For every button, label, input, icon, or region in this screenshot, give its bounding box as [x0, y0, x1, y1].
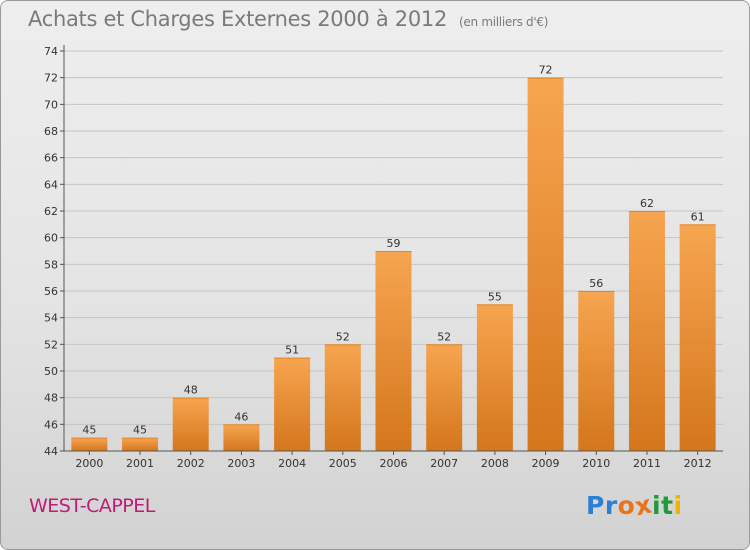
y-tick-label: 50	[44, 365, 58, 378]
chart-title: Achats et Charges Externes 2000 à 2012 (e…	[28, 7, 548, 31]
y-tick-label: 60	[44, 232, 58, 245]
y-tick-label: 46	[44, 418, 58, 431]
y-tick-label: 72	[44, 72, 58, 85]
value-label-2004: 51	[285, 344, 299, 357]
value-label-2001: 45	[133, 424, 147, 437]
value-label-2006: 59	[387, 237, 401, 250]
logo-letter: t	[661, 491, 674, 520]
value-label-2012: 61	[691, 210, 705, 223]
bar-2001	[122, 437, 159, 451]
x-tick-label-2006: 2006	[380, 457, 408, 470]
logo-letter: i	[652, 491, 662, 520]
x-tick-label-2000: 2000	[75, 457, 103, 470]
x-tick-label-2003: 2003	[227, 457, 255, 470]
axes: 44 46 48 50 52 54 56 58 60 62 64 66 68 70 72 74 2000 2001…	[44, 45, 723, 470]
value-label-2005: 52	[336, 330, 350, 343]
bar-2002	[172, 397, 209, 451]
y-tick-label: 58	[44, 258, 58, 271]
x-tick-label-2007: 2007	[430, 457, 458, 470]
bar-2003	[223, 424, 260, 451]
x-tick-label-2010: 2010	[582, 457, 610, 470]
value-labels: 45 45 48 46 51 52 59 52 55 72 56 62 61	[82, 64, 704, 437]
x-tick-label-2009: 2009	[532, 457, 560, 470]
y-tick-label: 56	[44, 285, 58, 298]
value-label-2009: 72	[539, 64, 553, 77]
value-label-2002: 48	[184, 384, 198, 397]
logo-letter: r	[604, 491, 618, 520]
x-tick-label-2005: 2005	[329, 457, 357, 470]
logo-letter: o	[617, 491, 636, 520]
value-label-2011: 62	[640, 197, 654, 210]
proxiti-logo: Proxiti	[586, 490, 683, 522]
chart-title-text: Achats et Charges Externes 2000 à 2012	[28, 7, 448, 31]
x-tick-label-2012: 2012	[684, 457, 712, 470]
x-tick-label-2004: 2004	[278, 457, 306, 470]
value-label-2010: 56	[589, 277, 603, 290]
x-tick-label-2001: 2001	[126, 457, 154, 470]
y-tick-label: 44	[44, 445, 58, 458]
bar-2005	[324, 344, 361, 451]
y-tick-label: 48	[44, 392, 58, 405]
y-tick-label: 54	[44, 312, 58, 325]
value-label-2000: 45	[82, 424, 96, 437]
y-tick-label: 68	[44, 125, 58, 138]
bar-2010	[578, 291, 615, 451]
chart-unit-note: (en milliers d'€)	[459, 15, 549, 29]
bar-2000	[71, 437, 108, 451]
bar-2004	[274, 357, 311, 451]
y-tick-label: 70	[44, 98, 58, 111]
y-tick-label: 66	[44, 152, 58, 165]
value-label-2003: 46	[234, 410, 248, 423]
logo-letter: i	[673, 491, 683, 520]
bar-2012	[679, 224, 716, 451]
bar-2008	[476, 304, 513, 451]
bars	[71, 77, 716, 452]
value-label-2007: 52	[437, 330, 451, 343]
y-tick-label: 74	[44, 45, 58, 58]
y-tick-label: 64	[44, 178, 58, 191]
y-tick-label: 62	[44, 205, 58, 218]
x-tick-label-2002: 2002	[177, 457, 205, 470]
bar-2007	[426, 344, 463, 451]
y-tick-label: 52	[44, 338, 58, 351]
logo-letter: P	[586, 491, 605, 520]
bar-2006	[375, 251, 412, 451]
x-tick-label-2011: 2011	[633, 457, 661, 470]
bar-2011	[628, 211, 665, 451]
x-tick-label-2008: 2008	[481, 457, 509, 470]
value-label-2008: 55	[488, 290, 502, 303]
bar-2009	[527, 77, 564, 452]
place-name: WEST-CAPPEL	[29, 495, 155, 517]
